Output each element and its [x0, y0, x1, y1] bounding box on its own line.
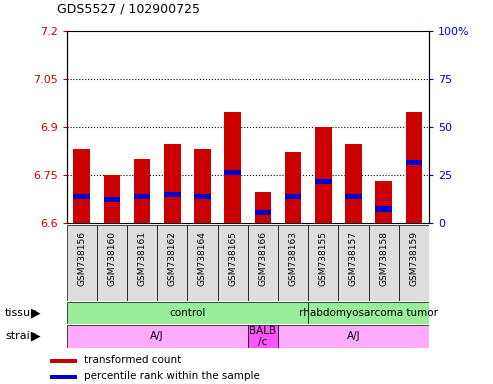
Bar — [224, 112, 241, 223]
FancyBboxPatch shape — [248, 225, 278, 301]
Bar — [194, 149, 211, 223]
Text: ▶: ▶ — [31, 307, 41, 320]
FancyBboxPatch shape — [67, 225, 97, 301]
FancyBboxPatch shape — [368, 225, 399, 301]
Bar — [134, 194, 150, 199]
Text: GDS5527 / 102900725: GDS5527 / 102900725 — [57, 2, 200, 15]
Bar — [375, 207, 392, 212]
FancyBboxPatch shape — [338, 225, 368, 301]
Bar — [194, 194, 211, 199]
FancyBboxPatch shape — [187, 225, 217, 301]
Bar — [406, 160, 422, 165]
Text: strain: strain — [5, 331, 37, 341]
Text: GSM738164: GSM738164 — [198, 231, 207, 286]
Text: GSM738158: GSM738158 — [379, 231, 388, 286]
FancyBboxPatch shape — [278, 225, 308, 301]
Text: GSM738159: GSM738159 — [409, 231, 419, 286]
Text: percentile rank within the sample: percentile rank within the sample — [84, 371, 260, 381]
FancyBboxPatch shape — [127, 225, 157, 301]
Bar — [254, 192, 271, 223]
Bar — [134, 159, 150, 223]
Text: transformed count: transformed count — [84, 355, 182, 365]
Text: GSM738165: GSM738165 — [228, 231, 237, 286]
Text: A/J: A/J — [347, 331, 360, 341]
Bar — [254, 210, 271, 215]
Bar — [285, 152, 301, 223]
Text: tissue: tissue — [5, 308, 38, 318]
FancyBboxPatch shape — [248, 325, 278, 348]
Text: GSM738166: GSM738166 — [258, 231, 267, 286]
FancyBboxPatch shape — [278, 325, 429, 348]
Text: control: control — [169, 308, 206, 318]
Bar — [50, 375, 77, 379]
Text: GSM738155: GSM738155 — [318, 231, 328, 286]
FancyBboxPatch shape — [308, 225, 338, 301]
Bar — [345, 144, 362, 223]
Text: rhabdomyosarcoma tumor: rhabdomyosarcoma tumor — [299, 308, 438, 318]
Text: BALB
/c: BALB /c — [249, 326, 277, 347]
FancyBboxPatch shape — [217, 225, 248, 301]
Bar — [406, 112, 422, 223]
Text: GSM738157: GSM738157 — [349, 231, 358, 286]
Bar — [164, 192, 180, 197]
Text: GSM738156: GSM738156 — [77, 231, 86, 286]
Text: GSM738160: GSM738160 — [107, 231, 116, 286]
Text: GSM738163: GSM738163 — [288, 231, 298, 286]
FancyBboxPatch shape — [67, 325, 248, 348]
Bar — [224, 170, 241, 175]
Bar — [345, 194, 362, 199]
Text: ▶: ▶ — [31, 330, 41, 343]
Bar — [104, 175, 120, 223]
Bar — [73, 194, 90, 199]
Bar — [285, 194, 301, 199]
Bar — [375, 181, 392, 223]
Bar — [104, 197, 120, 202]
Bar — [164, 144, 180, 223]
Bar — [315, 179, 331, 184]
FancyBboxPatch shape — [67, 302, 308, 324]
Text: A/J: A/J — [150, 331, 164, 341]
FancyBboxPatch shape — [399, 225, 429, 301]
FancyBboxPatch shape — [97, 225, 127, 301]
Bar — [315, 127, 331, 223]
Text: GSM738162: GSM738162 — [168, 231, 177, 286]
FancyBboxPatch shape — [308, 302, 429, 324]
Bar — [73, 149, 90, 223]
FancyBboxPatch shape — [157, 225, 187, 301]
Text: GSM738161: GSM738161 — [138, 231, 146, 286]
Bar — [50, 359, 77, 362]
